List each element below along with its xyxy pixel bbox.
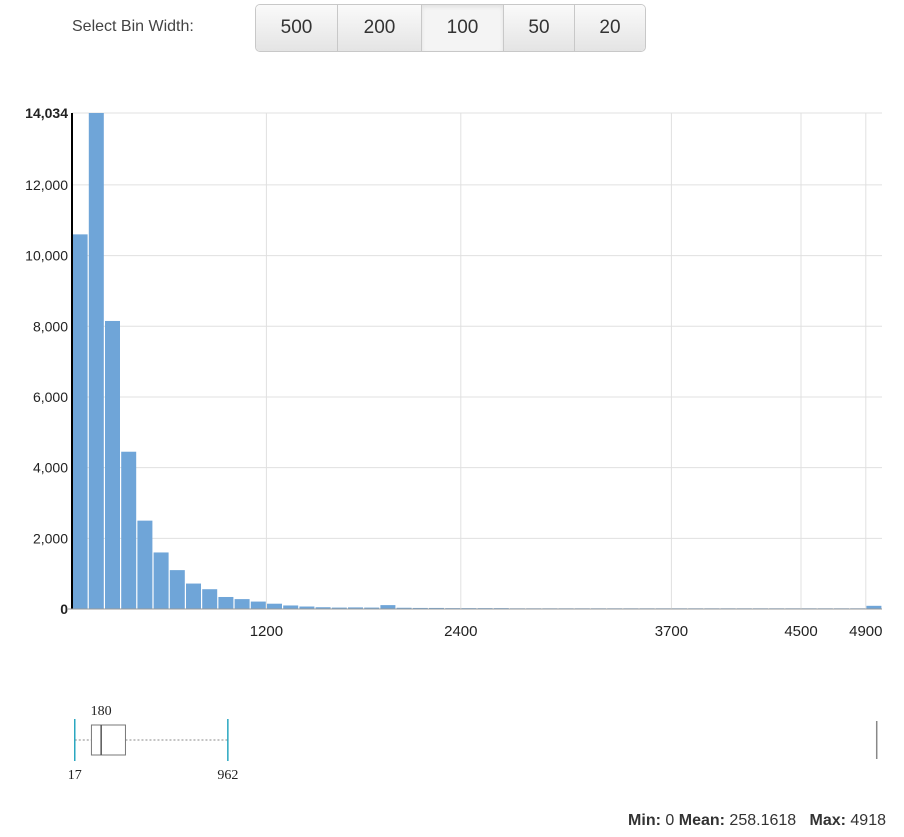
histogram-bar <box>299 606 315 609</box>
bin-width-label: Select Bin Width: <box>72 18 194 35</box>
min-label: Min: <box>628 812 661 829</box>
iqr-box <box>90 724 126 756</box>
y-tick-label: 2,000 <box>33 530 68 546</box>
histogram-bar <box>186 583 201 609</box>
max-label: Max: <box>809 812 846 829</box>
histogram-bar <box>866 605 882 609</box>
x-tick-label: 3700 <box>655 623 688 640</box>
histogram-bar <box>234 599 250 609</box>
histogram-bar <box>88 113 104 609</box>
bin-width-button-200[interactable]: 200 <box>338 5 422 51</box>
histogram-chart: 0 2,000 4,000 6,000 8,000 10,000 12,000 14,034 1… <box>25 105 882 640</box>
x-tick-label: 1200 <box>250 623 283 640</box>
bin-width-button-100[interactable]: 100 <box>422 5 504 51</box>
histogram-bar <box>153 552 169 609</box>
summary-stats: Min: 0 Mean: 258.1618 Max: 4918 <box>628 812 886 830</box>
y-tick-label: 12,000 <box>25 177 68 193</box>
histogram-bar <box>412 607 428 609</box>
histogram-bar <box>105 320 120 609</box>
y-tick-label: 0 <box>60 601 68 617</box>
mean-label: Mean: <box>678 812 725 829</box>
histogram-bar <box>331 607 347 609</box>
histogram-bar <box>429 607 444 609</box>
bin-width-selector: Select Bin Width: 500 200 100 50 20 <box>0 0 904 60</box>
histogram-bar <box>137 520 153 609</box>
histogram-bar <box>121 451 137 609</box>
bin-width-button-20[interactable]: 20 <box>575 5 645 51</box>
min-value: 0 <box>665 812 675 829</box>
histogram-bar <box>250 601 266 609</box>
histogram-bar <box>169 570 185 609</box>
bin-width-button-group: 500 200 100 50 20 <box>255 4 646 52</box>
y-tick-label: 8,000 <box>33 318 68 334</box>
histogram-bar <box>72 234 88 610</box>
y-tick-label: 4,000 <box>33 460 68 476</box>
x-tick-label: 4900 <box>849 623 882 640</box>
bin-width-button-50[interactable]: 50 <box>504 5 575 51</box>
median-label: 180 <box>91 704 112 719</box>
y-tick-label: 10,000 <box>25 248 68 264</box>
histogram-bar <box>283 605 299 609</box>
histogram-bar <box>396 607 412 609</box>
max-value: 4918 <box>850 812 886 829</box>
y-tick-label: 14,034 <box>25 105 68 121</box>
whisker-low-label: 17 <box>68 768 82 783</box>
box-plot: 180 17 962 <box>68 704 878 783</box>
histogram-bar <box>364 607 380 609</box>
histogram-bar <box>348 607 363 609</box>
histogram-bar <box>380 605 396 609</box>
bin-width-button-500[interactable]: 500 <box>256 5 338 51</box>
whisker-high-label: 962 <box>217 768 238 783</box>
x-tick-label: 2400 <box>444 623 477 640</box>
mean-value: 258.1618 <box>729 812 797 829</box>
x-tick-label: 4500 <box>784 623 817 640</box>
histogram-bar <box>218 596 234 609</box>
histogram-bar <box>267 603 282 609</box>
histogram-bar <box>315 607 331 609</box>
histogram-bar <box>202 589 218 609</box>
y-tick-label: 6,000 <box>33 389 68 405</box>
